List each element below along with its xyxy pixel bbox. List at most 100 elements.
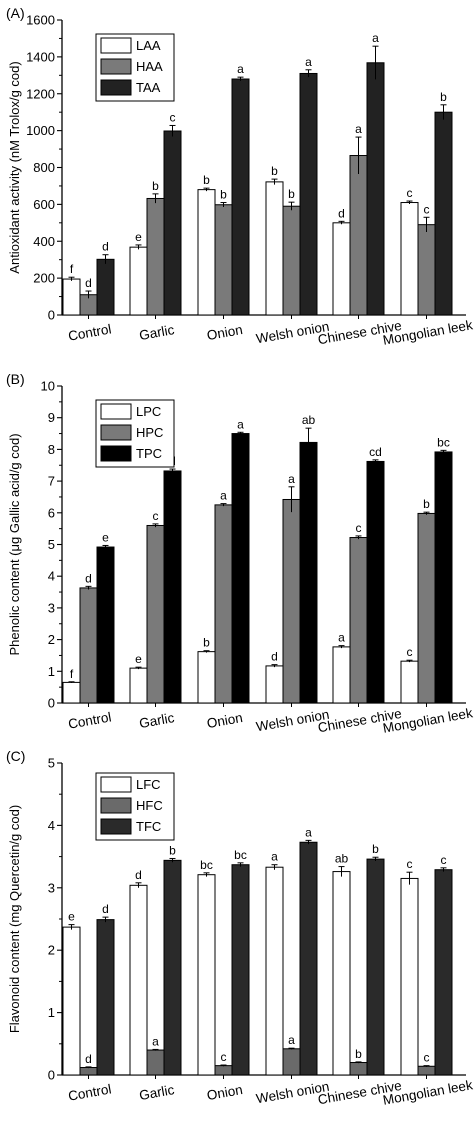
legend-swatch: [100, 445, 132, 462]
y-tick-label: 7: [48, 474, 55, 489]
significance-letter: e: [135, 230, 142, 244]
significance-letter: b: [372, 842, 379, 856]
y-tick-label: 200: [33, 271, 55, 286]
bar-lpc: [400, 660, 419, 704]
significance-letter: a: [271, 850, 278, 864]
y-tick-label: 4: [48, 818, 55, 833]
significance-letter: c: [407, 645, 413, 659]
y-tick-label: 800: [33, 160, 55, 175]
significance-letter: ab: [335, 852, 349, 866]
panel-label: (C): [6, 748, 25, 764]
significance-letter: a: [220, 489, 227, 503]
y-tick-label: 0: [48, 1068, 55, 1083]
legend-label: TAA: [136, 80, 161, 95]
y-tick-label: 600: [33, 197, 55, 212]
significance-letter: bc: [200, 858, 213, 872]
bar-taa: [96, 258, 115, 316]
significance-letter: f: [70, 667, 74, 681]
legend-swatch: [100, 37, 132, 54]
significance-letter: f: [70, 262, 74, 276]
significance-letter: c: [153, 509, 159, 523]
y-tick-label: 3: [48, 880, 55, 895]
significance-letter: d: [85, 571, 92, 585]
bar-taa: [231, 78, 250, 316]
bar-haa: [214, 204, 233, 316]
significance-letter: bc: [437, 435, 450, 449]
legend-swatch: [100, 797, 132, 814]
significance-letter: ab: [302, 413, 316, 427]
category-label: Control: [67, 321, 112, 343]
category-label: Garlic: [138, 710, 176, 731]
significance-letter: cd: [369, 445, 382, 459]
bar-taa: [299, 72, 318, 316]
bar-hpc: [417, 512, 436, 704]
y-tick-label: 4: [48, 569, 55, 584]
legend-swatch: [100, 818, 132, 835]
legend-label: LAA: [136, 38, 161, 53]
bar-lpc: [62, 681, 81, 704]
significance-letter: b: [169, 843, 176, 857]
y-tick-label: 8: [48, 442, 55, 457]
y-axis-title: Phenolic content (μg Gallic acid/g cod): [7, 433, 22, 655]
y-tick-label: 5: [48, 537, 55, 552]
significance-letter: d: [135, 868, 142, 882]
bar-tpc: [366, 460, 385, 704]
y-tick-label: 5: [48, 756, 55, 771]
bar-haa: [146, 197, 165, 316]
bar-lfc: [400, 877, 419, 1076]
y-tick-label: 1600: [26, 13, 55, 28]
significance-letter: b: [152, 179, 159, 193]
bar-lfc: [129, 884, 148, 1076]
bar-haa: [349, 155, 368, 316]
bar-lfc: [265, 866, 284, 1076]
significance-letter: e: [68, 910, 75, 924]
bar-tpc: [231, 433, 250, 704]
bar-lfc: [332, 871, 351, 1076]
bar-hfc: [79, 1067, 98, 1076]
y-tick-label: 1000: [26, 123, 55, 138]
category-label: Garlic: [138, 1082, 176, 1103]
bar-tpc: [299, 441, 318, 704]
legend-label: TFC: [136, 819, 161, 834]
significance-letter: e: [102, 530, 109, 544]
significance-letter: a: [338, 631, 345, 645]
bar-laa: [62, 278, 81, 316]
bar-hpc: [146, 524, 165, 704]
significance-letter: a: [355, 122, 362, 136]
panel-label: (A): [6, 5, 25, 21]
significance-letter: b: [271, 164, 278, 178]
panel-b-chart: 0 1 2 3 4 5 6 7 8 9 10 Phenolic content (μg Gallic …: [6, 371, 474, 736]
y-tick-label: 1400: [26, 49, 55, 64]
y-tick-label: 6: [48, 505, 55, 520]
bar-hfc: [282, 1048, 301, 1076]
y-tick-label: 1: [48, 664, 55, 679]
bar-tpc: [434, 451, 453, 704]
bar-tfc: [231, 864, 250, 1076]
significance-letter: b: [220, 188, 227, 202]
bar-hpc: [282, 498, 301, 704]
significance-letter: d: [102, 902, 109, 916]
bar-laa: [129, 246, 148, 316]
significance-letter: a: [372, 31, 379, 45]
panel-label: (B): [6, 371, 25, 387]
y-axis-title: Antioxidant activity (nM Trolox/g cod): [7, 61, 22, 273]
y-tick-label: 9: [48, 410, 55, 425]
legend-swatch: [100, 403, 132, 420]
y-tick-label: 2: [48, 632, 55, 647]
significance-letter: b: [203, 173, 210, 187]
category-label: Onion: [206, 710, 244, 731]
legend-swatch: [100, 58, 132, 75]
legend-label: HFC: [136, 798, 163, 813]
significance-letter: c: [407, 186, 413, 200]
bar-haa: [417, 224, 436, 316]
bar-lpc: [265, 665, 284, 704]
panel-c-chart: 0 1 2 3 4 5 Flavonoid content (mg Quercetin/g …: [6, 748, 474, 1108]
bar-lpc: [332, 646, 351, 704]
bar-hpc: [79, 587, 98, 704]
legend-swatch: [100, 424, 132, 441]
significance-letter: d: [85, 276, 92, 290]
significance-letter: bc: [234, 848, 247, 862]
significance-letter: e: [135, 652, 142, 666]
category-label: Onion: [206, 322, 244, 343]
bar-lpc: [197, 651, 216, 704]
